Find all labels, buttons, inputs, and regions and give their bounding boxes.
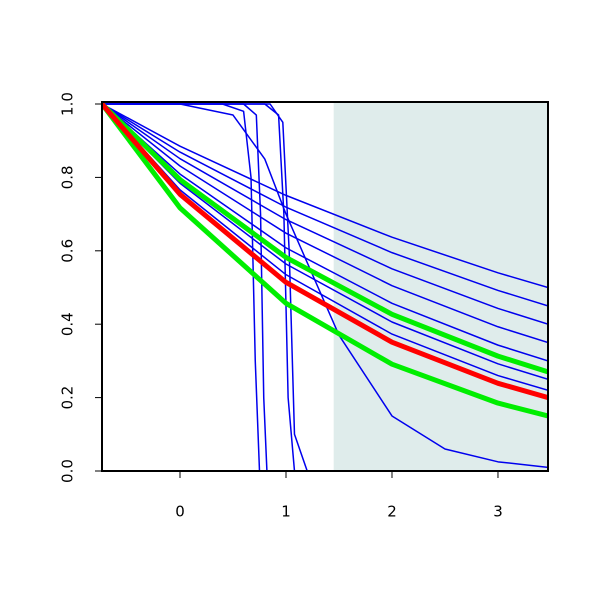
x-tick-label: 3: [493, 503, 503, 521]
curve: [102, 102, 548, 375]
plot-box: [101, 101, 549, 472]
curve: [102, 103, 548, 362]
y-tick-label: 1.0: [59, 92, 77, 116]
curve: [102, 103, 548, 289]
x-tick-label: 2: [387, 503, 397, 521]
y-tick-label: 0.4: [59, 312, 77, 336]
curve: [102, 102, 548, 419]
x-tick-label: 1: [281, 503, 291, 521]
curve: [102, 103, 548, 344]
curve: [102, 103, 548, 325]
y-tick-label: 0.0: [59, 459, 77, 483]
y-tick-label: 0.8: [59, 165, 77, 189]
curve: [102, 103, 548, 469]
curve: [102, 103, 548, 307]
curve: [102, 102, 548, 401]
x-tick-label: 0: [175, 503, 185, 521]
y-tick-label: 0.2: [59, 386, 77, 410]
curve: [102, 103, 548, 471]
plot-area: [102, 102, 548, 471]
y-tick-label: 0.6: [59, 239, 77, 263]
